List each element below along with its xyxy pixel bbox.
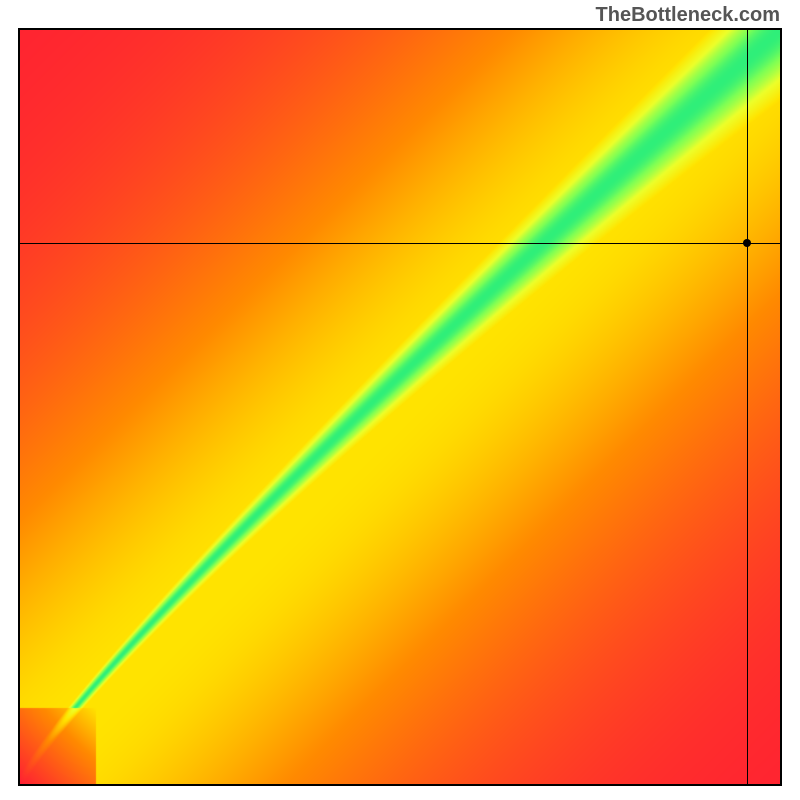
crosshair-horizontal <box>20 243 780 244</box>
watermark-text: TheBottleneck.com <box>596 4 780 27</box>
crosshair-marker <box>743 239 751 247</box>
bottleneck-heatmap <box>20 30 780 784</box>
crosshair-vertical <box>747 30 748 784</box>
